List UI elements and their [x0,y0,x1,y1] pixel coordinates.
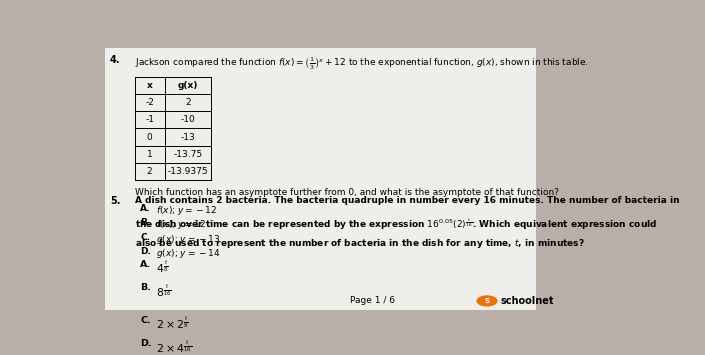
Text: S: S [484,298,489,304]
Text: A.: A. [140,260,152,269]
Text: $g(x)$; $y = -13$: $g(x)$; $y = -13$ [157,233,221,246]
Text: $2 \times 4^{\frac{t}{16}}$: $2 \times 4^{\frac{t}{16}}$ [157,339,192,355]
Text: $2 \times 2^{\frac{t}{8}}$: $2 \times 2^{\frac{t}{8}}$ [157,316,189,332]
Text: $4^{\frac{t}{8}}$: $4^{\frac{t}{8}}$ [157,260,168,275]
Text: g(x): g(x) [178,81,198,90]
Text: Jackson compared the function $f(x) = \left(\frac{1}{3}\right)^x + 12$ to the ex: Jackson compared the function $f(x) = \l… [135,55,588,71]
Text: $f(x)$; $y = -12$: $f(x)$; $y = -12$ [157,204,218,217]
Text: Which function has an asymptote further from 0, and what is the asymptote of tha: Which function has an asymptote further … [135,188,558,197]
Text: 1: 1 [147,150,152,159]
Text: $8^{\frac{t}{16}}$: $8^{\frac{t}{16}}$ [157,283,172,299]
Circle shape [477,296,497,306]
Text: 5.: 5. [110,196,121,206]
Text: $g(x)$; $y = -14$: $g(x)$; $y = -14$ [157,247,221,260]
Text: -13.9375: -13.9375 [168,167,208,176]
Text: C.: C. [140,233,150,242]
Text: 2: 2 [185,98,190,107]
Text: $f(x)$; $y = 12$: $f(x)$; $y = 12$ [157,218,207,231]
Text: 2: 2 [147,167,152,176]
Text: D.: D. [140,339,152,348]
Text: Page 1 / 6: Page 1 / 6 [350,296,395,305]
Text: C.: C. [140,316,151,325]
FancyBboxPatch shape [104,48,536,311]
Text: -1: -1 [145,115,154,124]
Text: D.: D. [140,247,151,256]
Text: the dish over time can be represented by the expression $16^{0.05}(2)^{\frac{t}{: the dish over time can be represented by… [135,216,656,232]
Text: x: x [147,81,152,90]
Text: B.: B. [140,218,150,227]
Text: -10: -10 [180,115,195,124]
Text: 4.: 4. [110,55,121,65]
Text: A.: A. [140,204,151,213]
Text: also be used to represent the number of bacteria in the dish for any time, $t$, : also be used to represent the number of … [135,237,584,250]
Text: B.: B. [140,283,151,292]
Text: A dish contains 2 bacteria. The bacteria quadruple in number every 16 minutes. T: A dish contains 2 bacteria. The bacteria… [135,196,679,205]
Text: schoolnet: schoolnet [501,296,554,306]
Text: 0: 0 [147,132,152,142]
Text: -13: -13 [180,132,195,142]
Text: -13.75: -13.75 [173,150,202,159]
Text: -2: -2 [145,98,154,107]
